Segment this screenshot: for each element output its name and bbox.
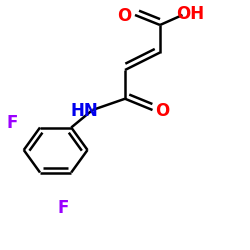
Text: F: F (6, 114, 18, 132)
Text: O: O (155, 102, 169, 120)
Text: O: O (118, 7, 132, 25)
Text: HN: HN (71, 102, 99, 119)
Text: F: F (57, 199, 69, 217)
Text: OH: OH (176, 5, 204, 23)
